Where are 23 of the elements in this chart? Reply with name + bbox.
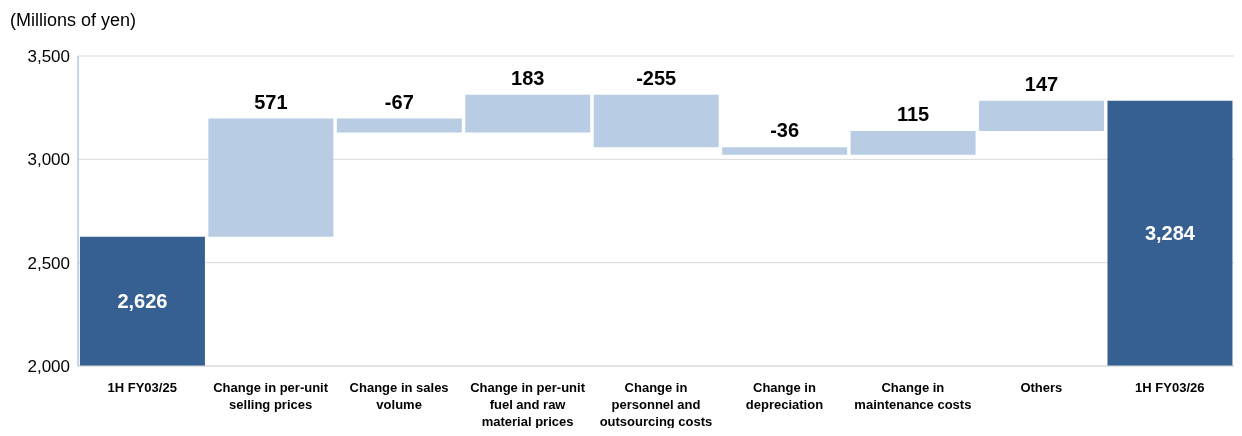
data-label: 571 bbox=[254, 90, 288, 113]
x-tick-label: Change in per-unit fuel and raw material prices bbox=[470, 380, 586, 429]
data-label: 2,626 bbox=[117, 290, 168, 313]
x-tick-label: Change in personnel and outsourcing costs bbox=[599, 380, 713, 429]
data-label: -36 bbox=[770, 119, 800, 142]
data-label: 3,284 bbox=[1144, 222, 1196, 245]
x-tick-label: 1H FY03/25 bbox=[107, 380, 177, 395]
x-tick-label: Others bbox=[1020, 380, 1063, 395]
y-tick-label: 2,000 bbox=[27, 357, 70, 377]
y-tick-label: 3,500 bbox=[27, 47, 70, 67]
x-tick-label: Change in per-unit selling prices bbox=[213, 380, 329, 412]
data-label: 147 bbox=[1024, 72, 1059, 95]
x-tick-label: Change in sales volume bbox=[349, 380, 449, 412]
y-tick-label: 2,500 bbox=[27, 253, 70, 273]
x-tick-label: 1H FY03/26 bbox=[1135, 380, 1205, 395]
y-axis-title: (Millions of yen) bbox=[10, 10, 137, 31]
y-tick-label: 3,000 bbox=[27, 150, 70, 170]
data-label: -255 bbox=[636, 66, 677, 89]
x-tick-label: Change in depreciation bbox=[745, 380, 824, 412]
x-tick-label: Change in maintenance costs bbox=[854, 380, 972, 412]
data-label: 115 bbox=[896, 103, 930, 126]
data-label: 183 bbox=[511, 66, 545, 89]
data-label: -67 bbox=[384, 90, 414, 113]
